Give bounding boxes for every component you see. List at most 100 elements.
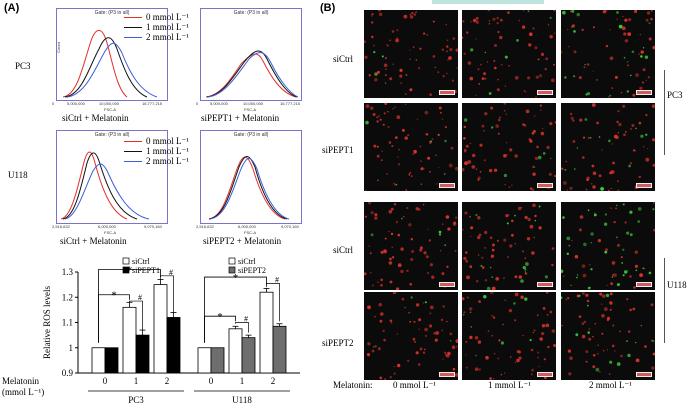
legend-swatch bbox=[122, 257, 130, 265]
bar bbox=[104, 347, 119, 374]
legend-label: siPEPT1 bbox=[132, 266, 160, 275]
y-tick-label: 0.9 bbox=[62, 368, 74, 378]
legend-label: siCtrl bbox=[238, 257, 257, 266]
histogram-caption: siCtrl + Melatonin bbox=[62, 113, 129, 123]
histogram-caption: siCtrl + Melatonin bbox=[60, 236, 127, 246]
bar bbox=[122, 306, 137, 374]
row-label-pc3: PC3 bbox=[15, 61, 31, 71]
gate-label: Gate: (P3 in all) bbox=[94, 10, 130, 16]
x-tick-label: 1 bbox=[134, 376, 139, 386]
sig-star: * bbox=[233, 272, 239, 284]
x-axis-title: (mmol L⁻¹) bbox=[2, 387, 44, 397]
scale-bar bbox=[439, 90, 455, 95]
group-label-pc3: PC3 bbox=[667, 90, 683, 100]
tick: 2,516,632 bbox=[196, 224, 214, 229]
sig-hash: # bbox=[169, 268, 173, 277]
sig-star: * bbox=[217, 311, 223, 323]
sig-bracket bbox=[235, 322, 249, 333]
mic-row-label: siCtrl bbox=[333, 245, 354, 255]
tick: 2,516,632 bbox=[52, 224, 70, 229]
sig-hash: # bbox=[275, 275, 279, 284]
legend-item-2: 2 mmol L⁻¹ bbox=[124, 156, 189, 166]
legend-item-0: 0 mmol L⁻¹ bbox=[124, 12, 189, 22]
tick: 6,000,000 bbox=[238, 224, 256, 229]
sig-bracket bbox=[204, 315, 236, 343]
histogram-caption: siPEPT1 + Melatonin bbox=[201, 113, 280, 123]
fluorescence-micrograph bbox=[461, 290, 557, 380]
mic-row-label: siPEPT2 bbox=[322, 338, 354, 348]
histogram-legend: 0 mmol L⁻¹ 1 mmol L⁻¹ 2 mmol L⁻¹ bbox=[124, 12, 189, 42]
x-tick-label: 2 bbox=[165, 376, 170, 386]
scale-bar bbox=[636, 282, 652, 287]
bar bbox=[153, 284, 168, 374]
group-label-u118: U118 bbox=[667, 280, 687, 290]
bar bbox=[210, 347, 225, 374]
tick: 9,070,160 bbox=[144, 224, 162, 229]
gate-label: Gate: (P3 in all) bbox=[233, 132, 269, 138]
y-axis-label: Count bbox=[55, 42, 61, 53]
tick: 10,000,000 bbox=[99, 101, 120, 106]
melatonin-title: Melatonin: bbox=[333, 380, 373, 390]
bar bbox=[197, 347, 212, 374]
histogram-curves bbox=[208, 156, 290, 220]
fluorescence-micrograph bbox=[560, 9, 656, 98]
x-axis-label: FSC-A bbox=[104, 107, 116, 112]
x-tick-label: 2 bbox=[271, 376, 276, 386]
legend-label: siPEPT2 bbox=[238, 266, 266, 275]
group-bracket-pc3 bbox=[664, 70, 665, 155]
gate-label: Gate: (P3 in all) bbox=[94, 132, 130, 138]
scale-bar bbox=[537, 183, 553, 188]
tick: 6,000,000 bbox=[98, 224, 116, 229]
scale-bar bbox=[537, 282, 553, 287]
scale-bar bbox=[636, 372, 652, 377]
legend-swatch bbox=[228, 257, 236, 265]
x-axis-title: Melatonin bbox=[2, 376, 39, 386]
histogram-pc3-sipept1: Gate: (P3 in all) bbox=[200, 8, 302, 101]
y-tick-label: 1.3 bbox=[62, 267, 74, 277]
fluorescence-micrograph bbox=[364, 290, 460, 381]
histogram-u118-sipept2: Gate: (P3 in all) bbox=[200, 130, 302, 224]
sig-star: * bbox=[127, 264, 133, 276]
x-axis-label: FSC-A bbox=[104, 230, 116, 235]
x-axis-label: FSC-A bbox=[244, 230, 256, 235]
sig-hash: # bbox=[244, 315, 248, 324]
bar bbox=[241, 337, 256, 374]
tick: 0 bbox=[52, 101, 55, 106]
fluorescence-micrograph bbox=[559, 202, 656, 290]
scale-bar bbox=[537, 372, 553, 377]
scale-bar bbox=[439, 183, 455, 188]
y-tick-label: 1 bbox=[69, 343, 74, 353]
bar bbox=[135, 334, 150, 374]
tick: 16,777,215 bbox=[280, 101, 301, 106]
histogram-pc3-sictrl: Gate: (P3 in all) Count bbox=[56, 8, 168, 101]
group-bracket-u118 bbox=[664, 258, 665, 343]
fluorescence-micrograph bbox=[560, 291, 656, 380]
sig-bracket bbox=[160, 275, 174, 313]
sig-star: * bbox=[111, 290, 117, 302]
legend-swatch bbox=[228, 266, 236, 274]
scale-bar bbox=[636, 183, 652, 188]
y-axis-title: Relative ROS levels bbox=[42, 286, 52, 359]
tick: 9,070,160 bbox=[281, 224, 299, 229]
mic-row-label: siPEPT1 bbox=[322, 145, 354, 155]
sig-bracket bbox=[129, 300, 143, 331]
bar bbox=[259, 291, 274, 374]
histogram-u118-sictrl: Gate: (P3 in all) bbox=[56, 130, 168, 224]
x-axis-label: FSC-A bbox=[244, 107, 256, 112]
histogram-curves bbox=[62, 29, 158, 98]
tick: 10,000,000 bbox=[243, 101, 264, 106]
fluorescence-micrograph bbox=[462, 202, 556, 291]
gate-label: Gate: (P3 in all) bbox=[233, 10, 269, 16]
group-label: U118 bbox=[232, 395, 252, 405]
scale-bar bbox=[537, 90, 553, 95]
tick: 5,000,000 bbox=[210, 101, 228, 106]
sig-hash: # bbox=[138, 293, 142, 302]
fluorescence-micrograph bbox=[363, 8, 459, 98]
panel-b-label: (B) bbox=[320, 2, 336, 14]
histogram-caption: siPEPT2 + Melatonin bbox=[203, 236, 282, 246]
bar bbox=[272, 325, 287, 374]
sig-bracket bbox=[204, 276, 267, 343]
x-tick-label: 0 bbox=[103, 376, 108, 386]
header-strip bbox=[432, 0, 544, 4]
sig-bracket bbox=[98, 294, 130, 343]
